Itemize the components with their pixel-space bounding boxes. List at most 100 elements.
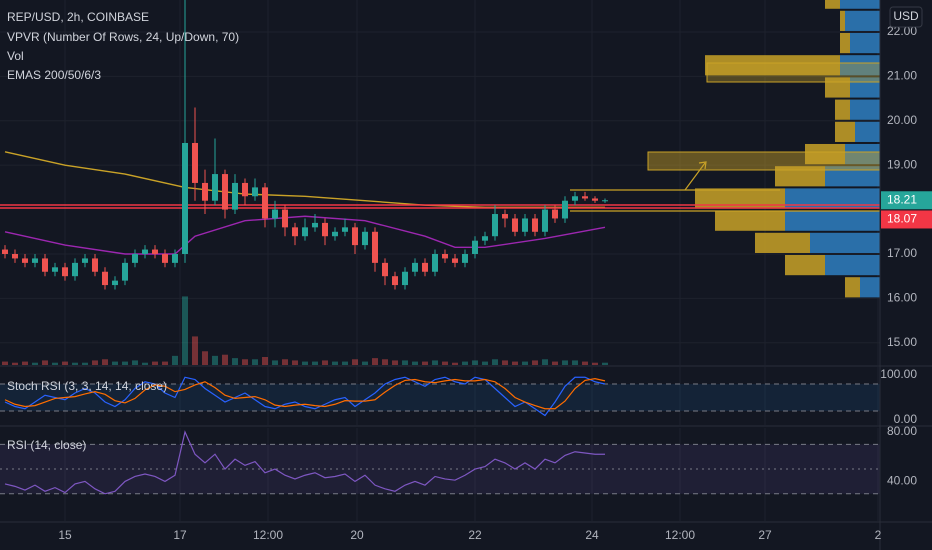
volume-bar <box>182 296 188 365</box>
candle-body <box>562 200 568 219</box>
candle-body <box>32 258 38 263</box>
volume-bar <box>342 361 348 365</box>
candle-body <box>542 209 548 232</box>
stoch-pane <box>0 367 880 425</box>
volume-bar <box>272 360 278 365</box>
x-tick-label: 12:00 <box>253 528 283 542</box>
hline-price-box <box>881 210 932 229</box>
axes: 15 17 12:00 20 22 24 12:00 27 2 22.00 21.00 20.00 19… <box>58 24 932 542</box>
x-tick-label: 22 <box>468 528 482 542</box>
hline-price-label: 18.07 <box>887 212 917 226</box>
y-tick-label: 16.00 <box>887 291 917 305</box>
candle-body <box>512 218 518 232</box>
vpvr-down <box>840 32 850 54</box>
vpvr-up <box>825 166 880 187</box>
volume-bar <box>502 360 508 365</box>
candle-body <box>72 262 78 277</box>
candle-body <box>152 249 158 254</box>
candle-body <box>162 253 168 263</box>
candle-body <box>322 222 328 237</box>
currency-label: USD <box>893 9 919 23</box>
candle-body <box>102 271 108 286</box>
candle-body <box>132 253 138 263</box>
candle-body <box>572 196 578 201</box>
y-tick-label: 100.00 <box>880 367 917 381</box>
candle-body <box>382 262 388 277</box>
vpvr-down <box>705 55 840 76</box>
ema-line <box>4 215 606 255</box>
candle-body <box>212 174 218 201</box>
vpvr-down <box>835 121 855 142</box>
vpvr-down <box>695 188 785 209</box>
x-tick-label: 24 <box>585 528 599 542</box>
volume-bar <box>132 360 138 365</box>
y-tick-label: 17.00 <box>887 246 917 260</box>
last-price-box <box>881 191 932 210</box>
last-price-label: 18.21 <box>887 192 917 206</box>
candle-body <box>202 182 208 201</box>
vpvr-up <box>860 277 880 298</box>
volume-bar <box>222 354 228 365</box>
volume-bar <box>252 359 258 365</box>
volume-bar <box>572 360 578 365</box>
volume-bar <box>452 362 458 365</box>
volume-bar <box>382 359 388 365</box>
volume-bar <box>232 358 238 365</box>
candle-body <box>502 214 508 219</box>
volume-bar <box>202 351 208 365</box>
volume-bar <box>512 361 518 365</box>
volume-bar <box>602 362 608 365</box>
candle-body <box>182 142 188 254</box>
drawn-arrow-head <box>698 161 707 170</box>
x-tick-label: 17 <box>173 528 187 542</box>
vpvr-down <box>840 10 845 31</box>
vpvr-up <box>785 210 880 231</box>
volume-bar <box>82 362 88 365</box>
x-tick-label: 12:00 <box>665 528 695 542</box>
candle-body <box>442 253 448 259</box>
x-tick-label: 27 <box>758 528 772 542</box>
currency-box[interactable] <box>889 6 923 28</box>
volume-bar <box>462 361 468 365</box>
volume-bar <box>522 361 528 365</box>
indicator-label: VPVR (Number Of Rows, 24, Up/Down, 70) <box>7 30 239 44</box>
candle-body <box>272 209 278 219</box>
volume-bar <box>102 359 108 365</box>
rsi-pane <box>0 428 880 521</box>
indicator-label: EMAS 200/50/6/3 <box>7 68 101 82</box>
volume-bar <box>152 361 158 365</box>
candle-body <box>412 262 418 272</box>
drawn-box <box>647 151 881 171</box>
vpvr-up <box>850 99 880 120</box>
candle-body <box>302 227 308 237</box>
volume-bar <box>582 361 588 365</box>
candle-body <box>292 227 298 237</box>
volume-bar <box>172 355 178 365</box>
candle-body <box>432 253 438 272</box>
candle-body <box>472 240 478 254</box>
candle-body <box>602 200 608 202</box>
volume-bar <box>282 359 288 365</box>
volume-bar <box>122 361 128 365</box>
volume-bar <box>432 360 438 365</box>
volume-bar <box>492 359 498 365</box>
volume-bar <box>112 361 118 365</box>
volume-bar <box>362 361 368 365</box>
candle-body <box>342 227 348 232</box>
candle-body <box>452 258 458 263</box>
volume-bar <box>442 361 448 365</box>
volume-bar <box>292 360 298 365</box>
candle-body <box>122 262 128 281</box>
vpvr-down <box>715 210 785 231</box>
candle-body <box>192 142 198 183</box>
candle-body <box>42 258 48 272</box>
x-tick-label: 20 <box>350 528 364 542</box>
candle-body <box>372 231 378 263</box>
candle-body <box>282 209 288 228</box>
vpvr-up <box>845 10 880 31</box>
volume-bar <box>212 355 218 365</box>
volume-bar <box>532 360 538 365</box>
volume-bar <box>472 360 478 365</box>
volume-bar <box>592 362 598 365</box>
